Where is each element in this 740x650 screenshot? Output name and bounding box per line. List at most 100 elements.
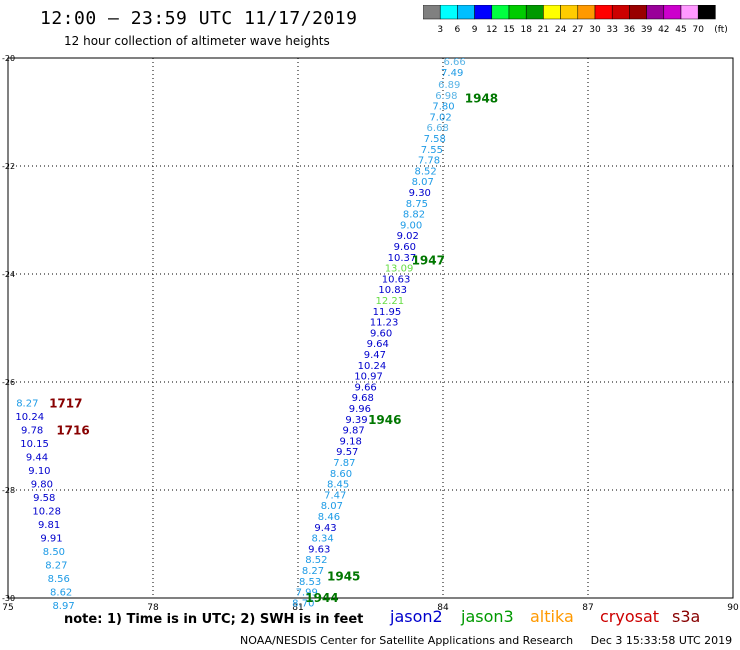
wave-height-value: 9.66 (355, 382, 377, 393)
colorbar-tick-label: 6 (455, 25, 461, 35)
colorbar-tick-label: 18 (520, 25, 532, 35)
wave-height-value: 11.23 (370, 318, 399, 329)
page-title: 12:00 – 23:59 UTC 11/17/2019 (40, 8, 358, 29)
wave-height-value: 9.63 (308, 544, 330, 555)
wave-height-value: 9.58 (33, 493, 55, 504)
wave-height-value: 12.21 (376, 296, 405, 307)
wave-height-value: 9.91 (40, 534, 62, 545)
colorbar-tick-label: 15 (503, 25, 514, 35)
wave-height-value: 7.49 (441, 68, 463, 79)
wave-height-value: 10.24 (15, 412, 44, 423)
wave-height-value: 9.47 (364, 350, 386, 361)
colorbar-tick-label: 39 (641, 25, 653, 35)
colorbar-tick-label: 24 (555, 25, 567, 35)
wave-height-value: 7.02 (429, 112, 451, 123)
wave-height-value: 9.60 (370, 328, 392, 339)
wave-height-value: 8.56 (48, 574, 70, 585)
colorbar-tick-label: 9 (472, 25, 478, 35)
wave-height-value: 8.53 (299, 577, 321, 588)
wave-height-value: 9.30 (409, 188, 431, 199)
legend-altika: altika (530, 607, 574, 626)
wave-height-value: 6.66 (443, 57, 465, 68)
wave-height-value: 9.18 (340, 436, 362, 447)
wave-height-value: 7.58 (424, 134, 446, 145)
wave-height-value: 9.02 (397, 231, 419, 242)
wave-height-value: 8.07 (321, 501, 343, 512)
map-frame (7, 57, 734, 599)
timestamp-text: Dec 3 15:33:58 UTC 2019 (590, 634, 733, 647)
wave-height-value: 9.10 (28, 466, 50, 477)
note-text: note: 1) Time is in UTC; 2) SWH is in fe… (64, 612, 364, 627)
wave-height-value: 6.98 (435, 91, 457, 102)
wave-height-value: 10.24 (358, 361, 387, 372)
wave-height-value: 9.43 (314, 523, 336, 534)
wave-height-value: 9.60 (394, 242, 416, 253)
wave-height-value: 9.78 (21, 426, 43, 437)
pass-time-label: 1948 (465, 92, 498, 106)
colorbar-unit-label: (ft) (714, 25, 728, 35)
credit-footer: NOAA/NESDIS Center for Satellite Applica… (240, 634, 732, 647)
wave-height-value: 8.70 (292, 598, 314, 609)
wave-height-value: 7.47 (324, 490, 346, 501)
wave-height-value: 8.27 (45, 561, 67, 572)
longitude-tick-label: 81 (292, 603, 303, 610)
latitude-tick-label: -22 (2, 162, 15, 171)
wave-height-value: 9.00 (400, 220, 422, 231)
wave-height-value: 7.55 (421, 145, 443, 156)
legend-jason3: jason3 (461, 607, 514, 626)
wave-height-value: 8.46 (318, 512, 340, 523)
wave-height-value: 10.63 (382, 274, 411, 285)
wave-height-value: 9.87 (342, 426, 364, 437)
longitude-tick-label: 90 (727, 603, 739, 610)
wave-height-value: 7.80 (432, 102, 454, 113)
colorbar-tick-label: 70 (692, 25, 704, 35)
wave-height-value: 8.27 (16, 399, 38, 410)
wave-height-value: 7.83 (289, 609, 311, 610)
wave-height-value: 9.81 (38, 520, 60, 531)
colorbar-tick-label: 33 (606, 25, 617, 35)
wave-height-value: 6.89 (438, 80, 460, 91)
wave-height-value: 8.62 (50, 588, 72, 599)
wave-height-value: 9.57 (336, 447, 358, 458)
longitude-tick-label: 87 (582, 603, 593, 610)
wave-height-value: 13.09 (385, 264, 414, 275)
pass-time-label: 1947 (412, 254, 445, 268)
wave-height-value: 8.82 (403, 210, 425, 221)
latitude-tick-label: -28 (2, 486, 15, 495)
pass-time-label: 1945 (327, 569, 360, 583)
wave-height-value: 9.44 (26, 453, 48, 464)
colorbar-tick-label: 45 (675, 25, 686, 35)
wave-height-value: 10.15 (20, 439, 49, 450)
latitude-tick-label: -20 (2, 54, 15, 63)
legend-s3a: s3a (672, 607, 701, 626)
pass-time-label: 1716 (56, 424, 89, 438)
colorbar-swatch (697, 5, 716, 20)
wave-height-value: 10.83 (378, 285, 407, 296)
pass-time-label: 1717 (49, 397, 82, 411)
wave-height-value: 7.78 (418, 156, 440, 167)
wave-height-value: 9.80 (31, 480, 53, 491)
wave-height-value: 8.27 (302, 566, 324, 577)
wave-height-value: 10.97 (354, 372, 383, 383)
wave-height-value: 8.52 (414, 166, 436, 177)
latitude-tick-label: -24 (2, 270, 15, 279)
wave-height-value: 8.52 (305, 555, 327, 566)
wave-height-value: 8.50 (43, 547, 65, 558)
colorbar-tick-label: 36 (624, 25, 636, 35)
wave-height-value: 9.68 (352, 393, 374, 404)
pass-time-label: 1944 (305, 591, 338, 605)
wave-height-value: 9.96 (349, 404, 371, 415)
wave-height-value: 7.87 (333, 458, 355, 469)
wave-height-value: 9.64 (367, 339, 389, 350)
page-subtitle: 12 hour collection of altimeter wave hei… (64, 34, 330, 48)
wave-height-value: 8.75 (406, 199, 428, 210)
legend-cryosat: cryosat (600, 607, 660, 626)
longitude-tick-label: 75 (2, 603, 13, 610)
legend-jason2: jason2 (390, 607, 443, 626)
wave-height-value: 6.68 (427, 123, 449, 134)
wave-height-value: 8.60 (330, 469, 352, 480)
wave-height-value: 7.99 (296, 588, 318, 599)
wave-height-value: 8.07 (412, 177, 434, 188)
colorbar-tick-label: 12 (486, 25, 497, 35)
latitude-tick-label: -26 (2, 378, 15, 387)
